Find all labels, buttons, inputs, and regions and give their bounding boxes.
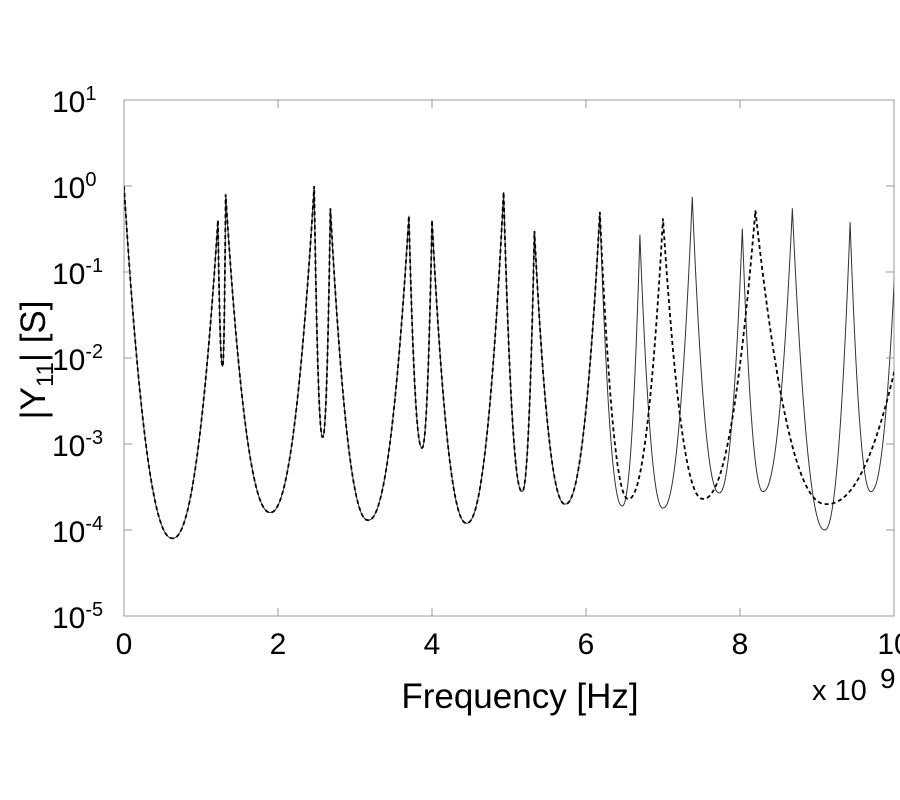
y-axis-label-suffix: | [S] [14, 301, 53, 363]
x-tick-label: 6 [578, 628, 595, 661]
y-tick-label: 101 [52, 83, 97, 119]
x-tick-label: 2 [270, 628, 287, 661]
y-axis-label-prefix: |Y [14, 387, 53, 419]
x-multiplier-text: x 10 [812, 675, 867, 707]
tick-marks [123, 99, 895, 617]
y-tick-label: 10-5 [52, 599, 103, 635]
x-tick-label: 8 [732, 628, 749, 661]
x-tick-label: 4 [424, 628, 441, 661]
x-tick-label: 0 [116, 628, 133, 661]
y-tick-label: 100 [52, 169, 97, 205]
series-line-1-solid [124, 185, 894, 539]
x-axis-label: Frequency [Hz] [401, 677, 638, 716]
y-tick-label: 10-2 [52, 341, 103, 377]
x-tick-labels: 0 2 4 6 8 10 [116, 628, 900, 661]
y-tick-label: 10-3 [52, 427, 103, 463]
x-multiplier: x 10 9 [812, 663, 896, 707]
y-axis-label: |Y11| [S] [14, 301, 59, 420]
y-tick-label: 10-4 [52, 513, 103, 549]
x-tick-label: 10 [877, 628, 900, 661]
series-line-2-dashed [124, 185, 894, 540]
y-tick-label: 10-1 [52, 255, 103, 291]
svg-text:|Y11| [S]: |Y11| [S] [14, 301, 59, 420]
y-axis-label-subscript: 11 [32, 362, 59, 387]
x-multiplier-exponent: 9 [880, 663, 896, 694]
y-tick-labels: 101 100 10-1 10-2 10-3 10-4 10-5 [52, 83, 103, 635]
series-layer [124, 185, 894, 540]
